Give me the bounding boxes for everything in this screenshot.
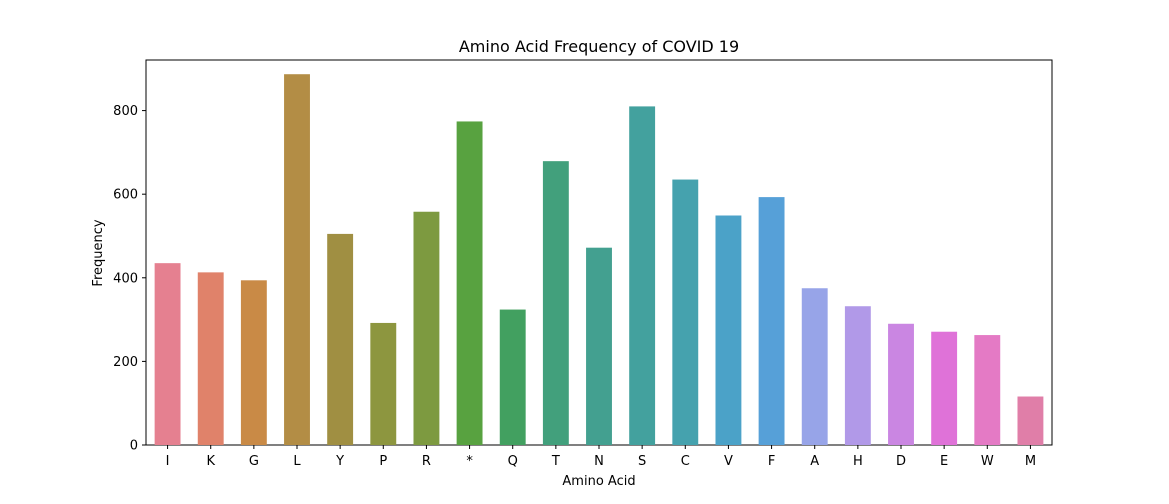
bar-stop	[456, 121, 483, 445]
bar-W	[974, 335, 1001, 445]
bar-F	[758, 197, 785, 445]
y-axis-label: Frequency	[91, 219, 106, 286]
y-tick-label: 800	[113, 104, 138, 119]
bar-H	[844, 306, 871, 445]
bar-Q	[499, 309, 526, 445]
x-tick-label: C	[681, 454, 690, 469]
y-tick-label: 600	[113, 188, 138, 203]
bar-P	[370, 322, 397, 445]
bar-S	[629, 106, 656, 446]
x-tick-label: E	[940, 454, 948, 469]
bar-M	[1017, 396, 1044, 445]
x-tick-label: N	[594, 454, 604, 469]
y-tick-label: 200	[113, 355, 138, 370]
x-tick-label: Q	[508, 454, 518, 469]
x-tick-label: S	[638, 454, 646, 469]
bar-T	[542, 161, 569, 445]
x-tick-label: L	[293, 454, 301, 469]
bars-layer	[154, 74, 1044, 446]
x-tick-label: F	[768, 454, 775, 469]
bar-C	[672, 179, 699, 446]
y-axis-ticks: 0 200 400 600 800	[113, 104, 146, 454]
bar-Y	[327, 233, 354, 445]
x-tick-label: R	[422, 454, 431, 469]
x-tick-label: D	[896, 454, 906, 469]
bar-A	[801, 288, 828, 445]
bar-D	[888, 323, 914, 445]
x-tick-label: H	[853, 454, 863, 469]
y-tick-label: 400	[113, 271, 138, 286]
x-tick-label: A	[810, 454, 819, 469]
bar-E	[931, 331, 958, 445]
x-tick-label: T	[551, 454, 560, 469]
x-axis-label: Amino Acid	[562, 474, 635, 489]
x-tick-label: Y	[335, 454, 344, 469]
bar-V	[715, 215, 742, 445]
y-tick-label: 0	[130, 439, 138, 454]
x-axis-ticks: I K G L Y P R * Q T N S C V F A H D E W M	[166, 445, 1036, 469]
x-tick-label: M	[1025, 454, 1036, 469]
bar-R	[413, 211, 440, 445]
chart-title: Amino Acid Frequency of COVID 19	[459, 37, 739, 56]
x-tick-label: W	[981, 454, 994, 469]
bar-N	[586, 247, 612, 445]
x-tick-label: I	[166, 454, 170, 469]
bar-L	[284, 74, 310, 446]
bar-K	[197, 272, 224, 445]
bar-I	[154, 263, 181, 445]
bar-G	[240, 280, 267, 445]
x-tick-label: G	[249, 454, 259, 469]
x-tick-label: K	[206, 454, 215, 469]
x-tick-label: P	[379, 454, 387, 469]
x-tick-label: V	[724, 454, 733, 469]
x-tick-label: *	[466, 454, 473, 469]
